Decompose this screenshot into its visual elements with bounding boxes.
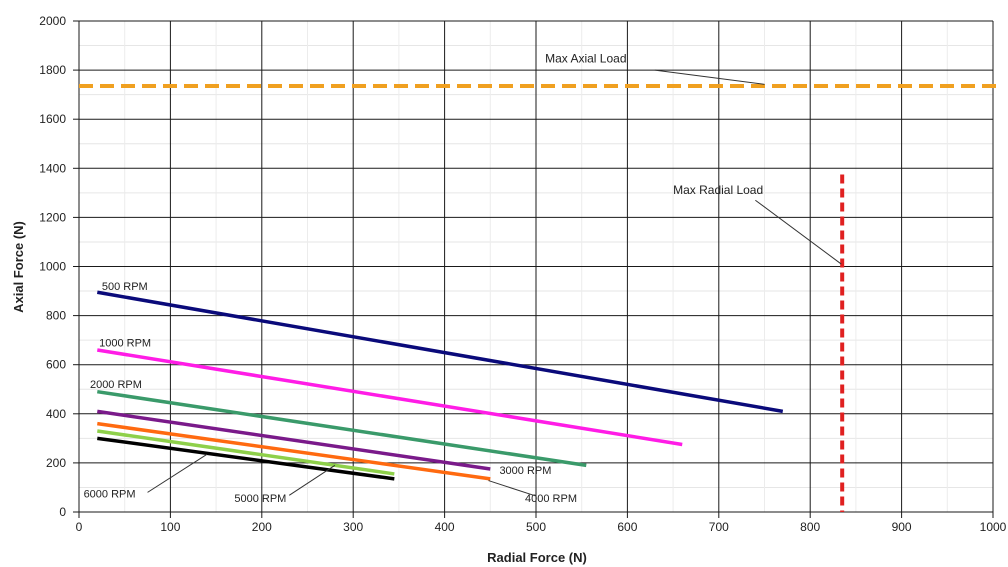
y-tick-label: 2000 xyxy=(39,14,66,28)
y-tick-label: 400 xyxy=(46,407,66,421)
x-tick-label: 600 xyxy=(617,520,637,534)
tick-labels: 0 200 400 600 800 1000 1200 1400 1600 1800 2000 0 10… xyxy=(39,14,1006,534)
reference-lines xyxy=(79,84,999,512)
x-tick-label: 800 xyxy=(800,520,820,534)
annotation-arrow xyxy=(654,69,765,85)
series-lines xyxy=(96,290,784,481)
series-line-1000-rpm xyxy=(97,348,683,447)
annotations: 500 RPM 1000 RPM 2000 RPM 3000 RPM 4000 RPM 5… xyxy=(84,52,842,505)
x-tick-label: 0 xyxy=(76,520,83,534)
series-line-3000-rpm xyxy=(97,409,491,471)
series-line-4000-rpm xyxy=(97,421,491,481)
x-tick-label: 900 xyxy=(892,520,912,534)
y-tick-label: 600 xyxy=(46,358,66,372)
x-tick-label: 700 xyxy=(709,520,729,534)
y-axis-title: Axial Force (N) xyxy=(11,221,26,313)
y-tick-label: 1600 xyxy=(39,112,66,126)
x-tick-label: 300 xyxy=(343,520,363,534)
x-tick-label: 1000 xyxy=(980,520,1007,534)
series-label: 2000 RPM xyxy=(90,379,142,391)
x-tick-label: 100 xyxy=(160,520,180,534)
annotation-arrow xyxy=(755,199,842,265)
x-axis-title: Radial Force (N) xyxy=(487,550,587,565)
series-label: 4000 RPM xyxy=(525,493,577,505)
series-line-500-rpm xyxy=(96,290,784,414)
reference-label: Max Radial Load xyxy=(673,183,763,197)
axes xyxy=(73,20,994,518)
series-label: 1000 RPM xyxy=(99,337,151,349)
series-label: 3000 RPM xyxy=(499,465,551,477)
y-tick-label: 1800 xyxy=(39,63,66,77)
grid xyxy=(78,20,994,513)
y-tick-label: 0 xyxy=(59,505,66,519)
y-tick-label: 800 xyxy=(46,309,66,323)
reference-label: Max Axial Load xyxy=(545,52,626,66)
y-tick-label: 1000 xyxy=(39,260,66,274)
x-tick-label: 500 xyxy=(526,520,546,534)
x-tick-label: 200 xyxy=(252,520,272,534)
y-tick-label: 200 xyxy=(46,456,66,470)
series-label: 5000 RPM xyxy=(234,493,286,505)
annotation-arrow xyxy=(488,480,537,497)
series-line-2000-rpm xyxy=(97,389,587,468)
y-tick-label: 1200 xyxy=(39,210,66,224)
series-label: 500 RPM xyxy=(102,281,148,293)
series-label: 6000 RPM xyxy=(84,488,136,500)
annotation-arrow xyxy=(147,453,208,493)
series-line-5000-rpm xyxy=(97,429,395,476)
annotation-arrow xyxy=(288,464,336,496)
y-tick-label: 1400 xyxy=(39,161,66,175)
series-line-6000-rpm xyxy=(97,436,395,481)
x-tick-label: 400 xyxy=(435,520,455,534)
